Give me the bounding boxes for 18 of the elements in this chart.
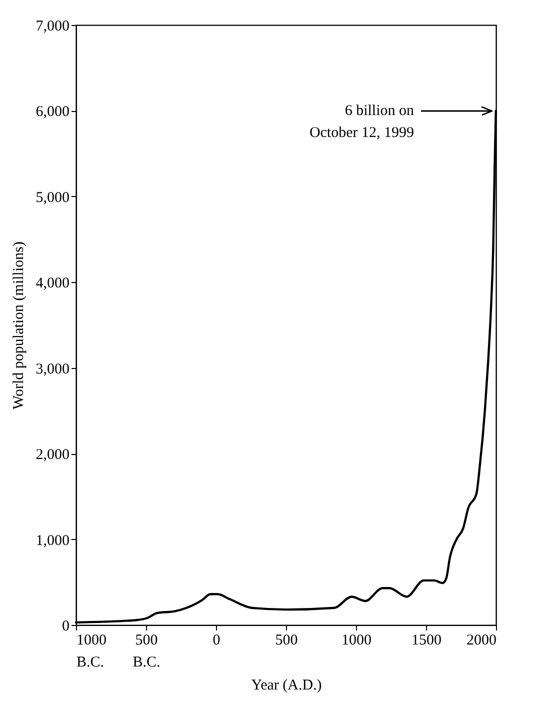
y-tick-label: 0 (62, 618, 70, 634)
y-tick-label: 6,000 (36, 104, 70, 120)
annotation: 6 billion on October 12, 1999 (309, 103, 414, 141)
x-tick-label: 500 (275, 632, 298, 648)
x-tick-label: 2000 (466, 632, 496, 648)
y-tick-label: 1,000 (36, 532, 70, 549)
x-axis-title: Year (A.D.) (251, 678, 322, 694)
x-tick-label: 1000 B.C. (76, 632, 106, 670)
x-tick-label: 1000 (342, 632, 372, 648)
x-tick-label: 500 B.C. (132, 632, 160, 670)
y-tick-label: 7,000 (36, 18, 70, 34)
y-tick-label: 5,000 (36, 190, 70, 206)
x-tick-label: 0 (212, 632, 220, 648)
y-tick-label: 3,000 (36, 361, 70, 378)
y-tick-label: 2,000 (36, 447, 70, 464)
y-tick-label: 4,000 (36, 276, 70, 292)
y-axis-title: World population (millions) (10, 242, 27, 410)
x-tick-label: 1500 (412, 632, 442, 648)
